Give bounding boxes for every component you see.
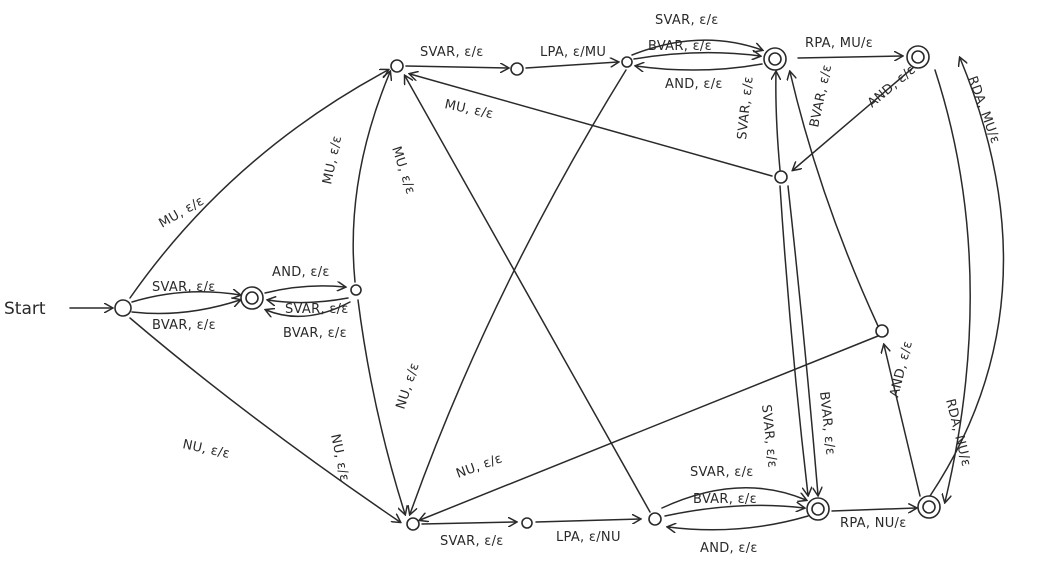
state-m0 [390,59,404,73]
edge-n2-m0 [405,76,651,513]
state-m3-accept-ring [768,52,782,66]
state-n0 [406,517,420,531]
edge-r1-m3-svar [776,72,780,171]
label-s0-n0: NU, ε/ε [181,437,231,462]
state-m4 [906,45,930,69]
labels: Start MU, ε/ε SVAR, ε/ε BVAR, ε/ε NU, ε/… [4,13,1003,556]
state-m2 [621,56,633,68]
label-n0-n1: SVAR, ε/ε [440,534,504,549]
label-s2-s1-bvar: BVAR, ε/ε [283,326,347,341]
label-n1-n2: LPA, ε/NU [556,530,621,545]
label-s0-s1-svar: SVAR, ε/ε [152,280,216,295]
edge-s0-s1-bvar [131,300,240,315]
edge-s0-n0 [129,317,400,522]
start-label: Start [4,299,46,319]
edge-s2-s1-svar [268,298,349,303]
label-m2-m3-bvar: BVAR, ε/ε [648,39,712,54]
edge-m0-m1 [405,66,508,68]
edge-n1-n2 [535,519,640,522]
label-n2-n3-bvar: BVAR, ε/ε [693,492,757,507]
label-r2-n0: NU, ε/ε [454,451,504,482]
state-m4-accept-ring [911,50,925,64]
label-n2-m0: MU, ε/ε [388,145,418,197]
state-n2 [648,512,662,526]
label-m4-n4: RDA, MU/ε [964,74,1002,146]
edge-n3-n4 [831,508,916,511]
edge-n2-n3-bvar [664,505,804,517]
label-r1-m3-bvar: BVAR, ε/ε [807,63,835,129]
edge-r1-m3-bvar [790,72,879,327]
label-r1-m3-svar: SVAR, ε/ε [735,76,757,141]
edges [69,39,1005,530]
edge-m3-m4 [797,56,902,58]
edge-n2-n3-svar [661,487,806,509]
label-r1-n3-bvar: BVAR, ε/ε [816,391,838,456]
edge-m1-m2 [525,62,618,69]
edge-r1-m0 [410,74,773,177]
label-s2-m0: MU, ε/ε [320,134,345,186]
state-r2 [875,324,889,338]
label-s1-s2: AND, ε/ε [272,265,330,280]
edge-m3-m2 [636,64,763,70]
edge-m2-m3-bvar [633,53,760,59]
label-n4-r2: AND, ε/ε [887,339,916,399]
state-s1 [240,286,264,310]
edge-n3-n2 [668,515,809,530]
label-m0-m1: SVAR, ε/ε [420,45,484,60]
label-m2-n0: NU, ε/ε [394,361,423,411]
label-m4-r1: AND, ε/ε [865,62,919,111]
state-s0 [114,299,132,317]
state-n1 [521,517,533,529]
state-m3 [763,47,787,71]
edge-r1-n3-bvar [787,185,818,495]
state-n3 [806,497,830,521]
edge-m4-r1 [793,65,916,170]
label-m1-m2: LPA, ε/MU [540,45,606,60]
edge-s2-s1-bvar [266,301,351,316]
label-n3-n4: RPA, NU/ε [840,516,907,531]
edge-s0-s1-svar [131,292,240,303]
state-s2 [350,284,362,296]
label-s2-n0: NU, ε/ε [327,433,352,483]
label-s0-s1-bvar: BVAR, ε/ε [152,318,216,333]
label-s2-s1-svar: SVAR, ε/ε [285,302,349,317]
label-m3-m2: AND, ε/ε [665,77,723,92]
state-r1 [774,170,788,184]
edge-n0-n1 [421,522,516,524]
label-m2-m3-svar: SVAR, ε/ε [655,13,719,28]
edge-r2-n0 [420,335,879,520]
state-s1-accept-ring [245,291,259,305]
label-r1-m0: MU, ε/ε [443,97,495,122]
label-n3-n2: AND, ε/ε [700,541,758,556]
edge-m2-n0 [410,69,627,514]
edge-n4-r2 [884,345,921,497]
edge-s2-n0 [357,299,405,514]
label-n2-n3-svar: SVAR, ε/ε [690,465,754,480]
edge-s2-m0 [352,72,390,283]
label-m3-m4: RPA, MU/ε [805,36,873,51]
edge-s1-s2 [264,286,345,294]
state-m1 [510,62,524,76]
state-n4-accept-ring [922,500,936,514]
edge-m2-m3-svar [631,39,762,56]
edge-r1-n3-svar [779,185,808,495]
label-r1-n3-svar: SVAR, ε/ε [758,404,780,469]
edge-n4-m4 [929,58,1005,497]
state-n4 [917,495,941,519]
label-n4-m4: RDA, NU/ε [942,397,973,468]
edge-s0-m0 [129,70,388,299]
edge-m4-n4 [934,69,971,502]
states [114,45,941,531]
state-n3-accept-ring [811,502,825,516]
